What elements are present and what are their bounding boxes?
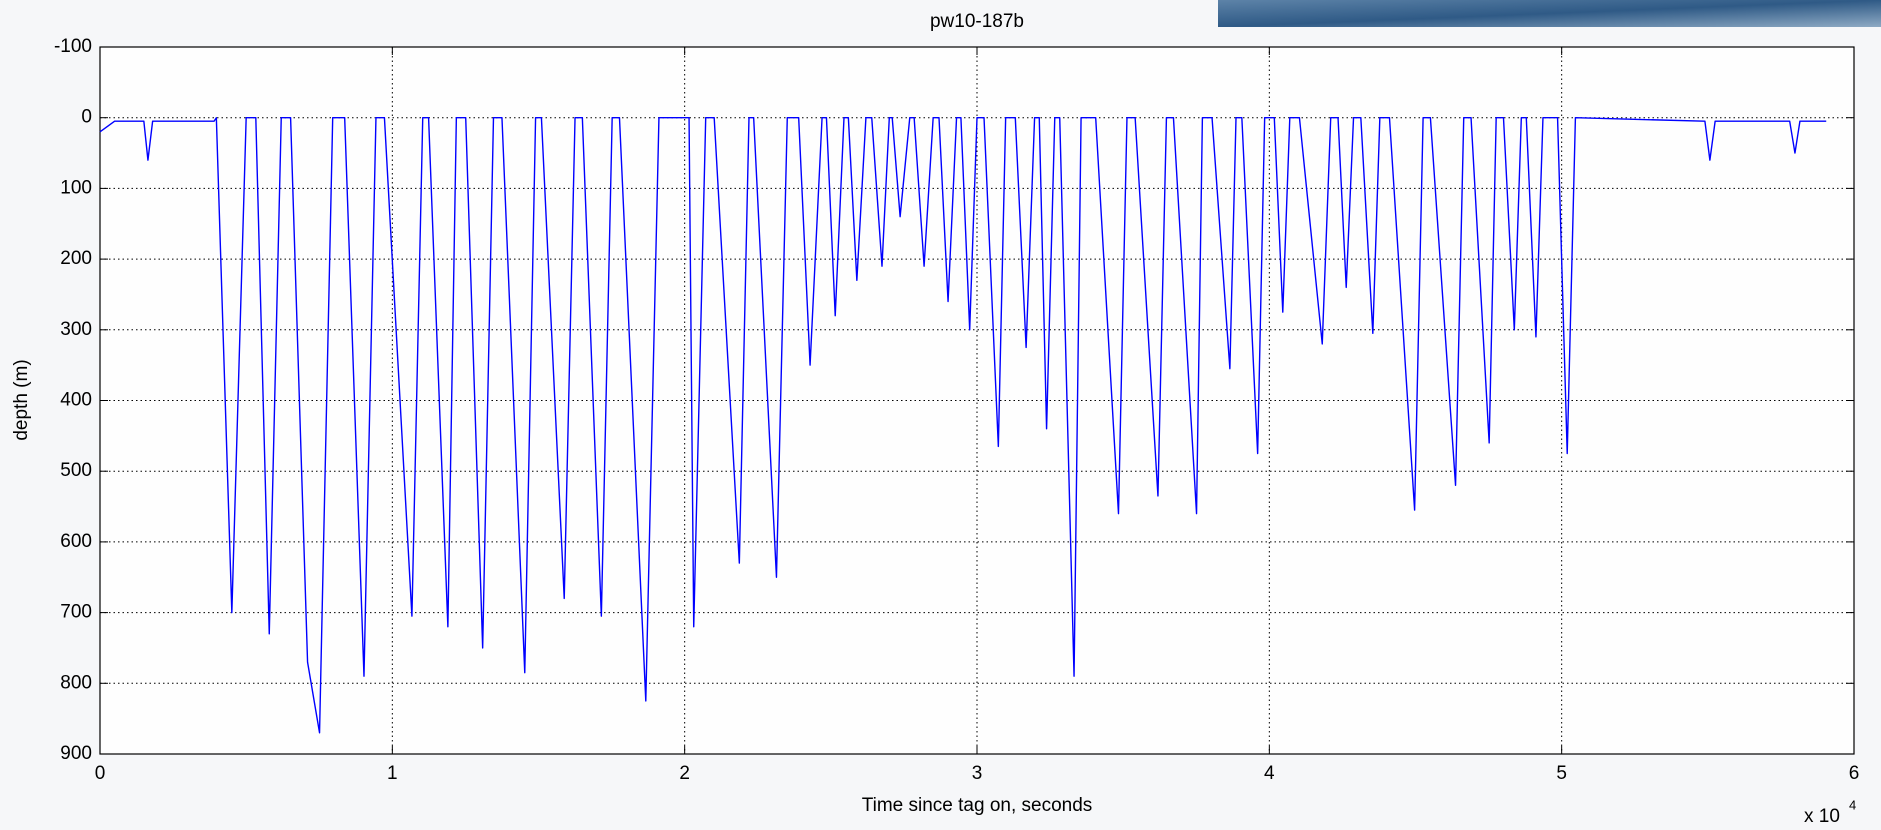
- chart-title: pw10-187b: [930, 11, 1024, 32]
- y-tick-label: 500: [60, 460, 92, 481]
- y-tick-label: 800: [60, 672, 92, 693]
- x-tick-label: 6: [1849, 763, 1860, 784]
- y-tick-label: 400: [60, 390, 92, 411]
- x-tick-label: 5: [1556, 763, 1567, 784]
- axes-frame: [99, 46, 1855, 755]
- y-tick-label: 700: [60, 602, 92, 623]
- y-tick-label: 600: [60, 531, 92, 552]
- x-axis-label: Time since tag on, seconds: [862, 795, 1093, 816]
- y-axis-label: depth (m): [11, 359, 32, 440]
- x-multiplier: x 10: [1804, 806, 1840, 827]
- y-tick-label: 200: [60, 248, 92, 269]
- x-tick-label: 0: [95, 763, 106, 784]
- x-tick-label: 1: [387, 763, 398, 784]
- y-tick-label: 100: [60, 177, 92, 198]
- y-tick-label: -100: [54, 36, 92, 57]
- x-tick-label: 2: [679, 763, 690, 784]
- photo-strip: [1218, 0, 1881, 27]
- x-multiplier-exponent: 4: [1849, 797, 1856, 812]
- y-tick-label: 300: [60, 319, 92, 340]
- x-tick-label: 3: [972, 763, 983, 784]
- x-tick-label: 4: [1264, 763, 1275, 784]
- y-tick-label: 0: [81, 107, 92, 128]
- y-tick-label: 900: [60, 743, 92, 764]
- depth-line: [99, 117, 1827, 734]
